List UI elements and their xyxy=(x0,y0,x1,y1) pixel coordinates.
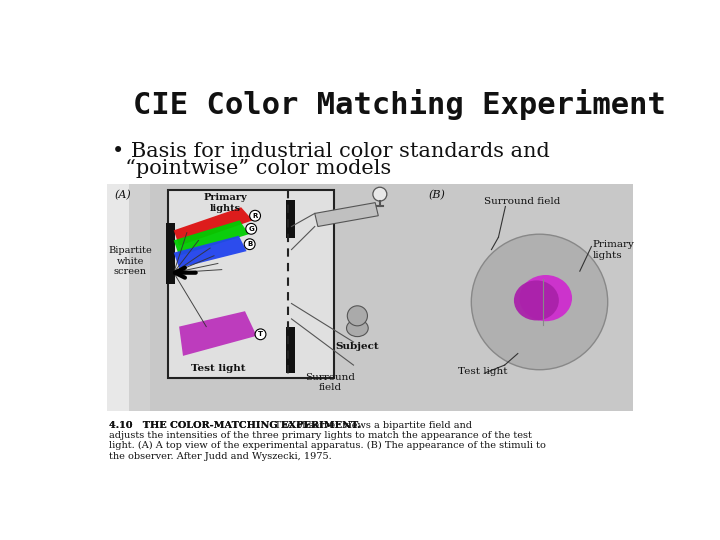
Circle shape xyxy=(250,211,261,221)
Text: Test light: Test light xyxy=(191,363,245,373)
Polygon shape xyxy=(174,220,249,256)
Bar xyxy=(286,200,295,238)
Circle shape xyxy=(244,239,255,249)
Polygon shape xyxy=(315,202,378,226)
Bar xyxy=(107,184,129,411)
Ellipse shape xyxy=(346,320,368,336)
Circle shape xyxy=(347,306,367,326)
Text: 4.10   THE COLOR-MATCHING EXPERIMENT.: 4.10 THE COLOR-MATCHING EXPERIMENT. xyxy=(109,421,360,429)
Polygon shape xyxy=(174,207,253,246)
Text: • Basis for industrial color standards and: • Basis for industrial color standards a… xyxy=(112,142,549,161)
Bar xyxy=(168,190,334,378)
Text: CIE Color Matching Experiment: CIE Color Matching Experiment xyxy=(132,89,665,120)
Circle shape xyxy=(472,234,608,370)
Text: T: T xyxy=(258,332,263,338)
Text: Subject: Subject xyxy=(336,342,379,351)
Circle shape xyxy=(255,329,266,340)
Text: Surround field: Surround field xyxy=(484,197,560,206)
Text: Primary
lights: Primary lights xyxy=(593,240,634,260)
Text: Primary
lights: Primary lights xyxy=(204,193,248,213)
Circle shape xyxy=(246,224,256,234)
Circle shape xyxy=(373,187,387,201)
Polygon shape xyxy=(174,236,246,268)
Ellipse shape xyxy=(519,275,572,321)
Text: R: R xyxy=(253,213,258,219)
Text: The observer views a bipartite field and
adjusts the intensities of the three pr: The observer views a bipartite field and… xyxy=(109,421,546,461)
Text: Surround
field: Surround field xyxy=(305,373,355,392)
Ellipse shape xyxy=(514,280,559,320)
Text: B: B xyxy=(247,241,252,247)
Text: 4.10   THE COLOR-MATCHING EXPERIMENT.: 4.10 THE COLOR-MATCHING EXPERIMENT. xyxy=(109,421,360,429)
Text: “pointwise” color models: “pointwise” color models xyxy=(112,159,391,178)
Bar xyxy=(107,184,632,411)
Text: G: G xyxy=(248,226,254,232)
Text: (B): (B) xyxy=(428,190,446,201)
Text: (A): (A) xyxy=(114,190,132,201)
Bar xyxy=(286,327,295,373)
Bar xyxy=(166,222,175,284)
Text: Bipartite
white
screen: Bipartite white screen xyxy=(109,246,152,276)
Bar xyxy=(107,184,150,411)
Polygon shape xyxy=(179,311,256,356)
Text: Test light: Test light xyxy=(458,367,508,376)
